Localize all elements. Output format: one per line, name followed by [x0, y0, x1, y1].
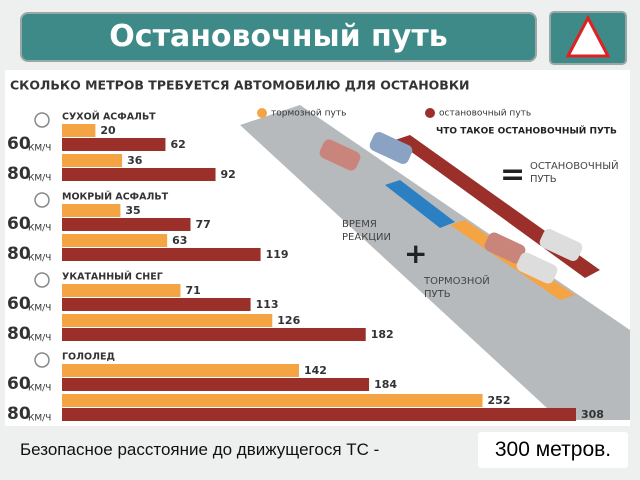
value-label: 20 — [100, 124, 116, 137]
value-label: 35 — [125, 204, 140, 217]
speed-unit: КМ/Ч — [28, 174, 51, 184]
value-label: 36 — [127, 154, 143, 167]
bar — [62, 124, 96, 137]
bar — [62, 248, 261, 261]
legend-swatch — [257, 108, 267, 118]
value-label: 92 — [221, 168, 236, 181]
legend-swatch — [425, 108, 435, 118]
group-icon — [34, 112, 50, 128]
car — [539, 229, 583, 261]
speed-unit: КМ/Ч — [28, 384, 51, 394]
legend-label: тормозной путь — [271, 109, 346, 119]
value-label: 71 — [185, 284, 200, 297]
bar — [62, 218, 191, 231]
value-label: 182 — [371, 328, 394, 341]
speed-unit: КМ/Ч — [28, 144, 51, 154]
group-label: УКАТАННЫЙ СНЕГ — [62, 271, 163, 283]
speed-label: 60 — [7, 214, 31, 234]
value-label: 184 — [374, 378, 397, 391]
value-label: 77 — [196, 218, 211, 231]
speed-label: 80 — [7, 324, 31, 344]
plus: + — [404, 237, 427, 270]
group-label: ГОЛОЛЕД — [62, 352, 115, 363]
group-label: СУХОЙ АСФАЛЬТ — [62, 111, 156, 123]
braking-label-box: ТОРМОЗНОЙ ПУТЬ — [424, 276, 490, 300]
speed-label: 80 — [7, 244, 31, 264]
value-label: 63 — [172, 234, 187, 247]
speed-unit: КМ/Ч — [28, 304, 51, 314]
footer-text: Безопасное расстояние до движущегося ТС … — [20, 440, 380, 459]
bar — [62, 138, 166, 151]
reaction-stripe — [385, 180, 455, 228]
chart-title: СКОЛЬКО МЕТРОВ ТРЕБУЕТСЯ АВТОМОБИЛЮ ДЛЯ … — [10, 78, 470, 93]
group-icon — [34, 272, 50, 288]
value-label: 62 — [170, 138, 185, 151]
bar — [62, 378, 370, 391]
car — [319, 139, 361, 171]
group-icon — [34, 192, 50, 208]
group-icon — [34, 352, 50, 368]
braking-label: ТОРМОЗНОЙ ПУТЬ — [424, 276, 490, 300]
equals: = — [500, 158, 525, 193]
footer-highlight: 300 метров. — [478, 432, 628, 468]
value-label: 142 — [304, 364, 327, 377]
speed-label: 60 — [7, 374, 31, 394]
bar — [62, 154, 123, 167]
bar — [62, 408, 576, 421]
value-label: 126 — [277, 314, 300, 327]
legend-label: остановочный путь — [439, 109, 531, 119]
speed-unit: КМ/Ч — [28, 334, 51, 344]
bar — [62, 234, 168, 247]
speed-label: 80 — [7, 164, 31, 184]
value-label: 252 — [488, 394, 511, 407]
value-label: 119 — [266, 248, 289, 261]
bar — [62, 328, 366, 341]
speed-label: 60 — [7, 294, 31, 314]
stopping-label-box: ОСТАНОВОЧНЫЙ ПУТЬ — [530, 161, 619, 185]
speed-unit: КМ/Ч — [28, 414, 51, 424]
sign-triangle — [565, 14, 611, 58]
bar — [62, 394, 483, 407]
value-label: 113 — [256, 298, 279, 311]
road — [240, 105, 630, 420]
bar — [62, 364, 299, 377]
car — [516, 252, 558, 284]
value-label: 308 — [581, 408, 604, 421]
stopping-label: ОСТАНОВОЧНЫЙ ПУТЬ — [530, 161, 619, 185]
diagram-title: ЧТО ТАКОЕ ОСТАНОВОЧНЫЙ ПУТЬ — [436, 125, 617, 137]
car — [369, 132, 413, 164]
bar — [62, 298, 251, 311]
bar — [62, 168, 216, 181]
speed-unit: КМ/Ч — [28, 254, 51, 264]
reaction-label: ВРЕМЯ РЕАКЦИИ — [342, 219, 392, 243]
bar — [62, 314, 273, 327]
speed-unit: КМ/Ч — [28, 224, 51, 234]
car — [484, 232, 526, 264]
bar — [62, 284, 181, 297]
title-banner: Остановочный путь — [20, 12, 537, 62]
bar — [62, 204, 121, 217]
speed-label: 60 — [7, 134, 31, 154]
reaction-label-box: ВРЕМЯ РЕАКЦИИ — [342, 219, 392, 243]
group-label: МОКРЫЙ АСФАЛЬТ — [62, 191, 169, 203]
speed-label: 80 — [7, 404, 31, 424]
